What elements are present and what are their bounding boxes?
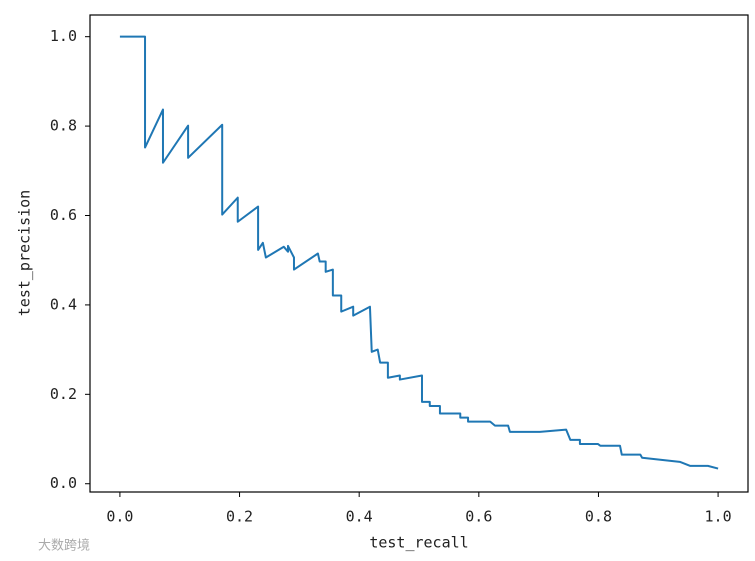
x-tick-label: 0.8 xyxy=(585,508,612,526)
x-tick-label: 0.2 xyxy=(226,508,253,526)
x-tick-label: 0.4 xyxy=(346,508,373,526)
y-tick-label: 1.0 xyxy=(50,27,77,45)
y-tick-label: 0.4 xyxy=(50,295,77,313)
plot-frame xyxy=(89,14,749,493)
x-axis-label: test_recall xyxy=(369,534,468,552)
watermark: 大数跨境 xyxy=(38,539,90,554)
y-tick-label: 0.0 xyxy=(50,474,77,492)
x-tick-label: 1.0 xyxy=(705,508,732,526)
x-tick-label: 0.0 xyxy=(106,508,133,526)
y-tick-label: 0.2 xyxy=(50,385,77,403)
y-axis-label: test_precision xyxy=(16,190,34,316)
pr-curve xyxy=(119,35,719,470)
x-tick-label: 0.6 xyxy=(465,508,492,526)
y-tick-label: 0.8 xyxy=(50,117,77,135)
y-tick-label: 0.6 xyxy=(50,206,77,224)
